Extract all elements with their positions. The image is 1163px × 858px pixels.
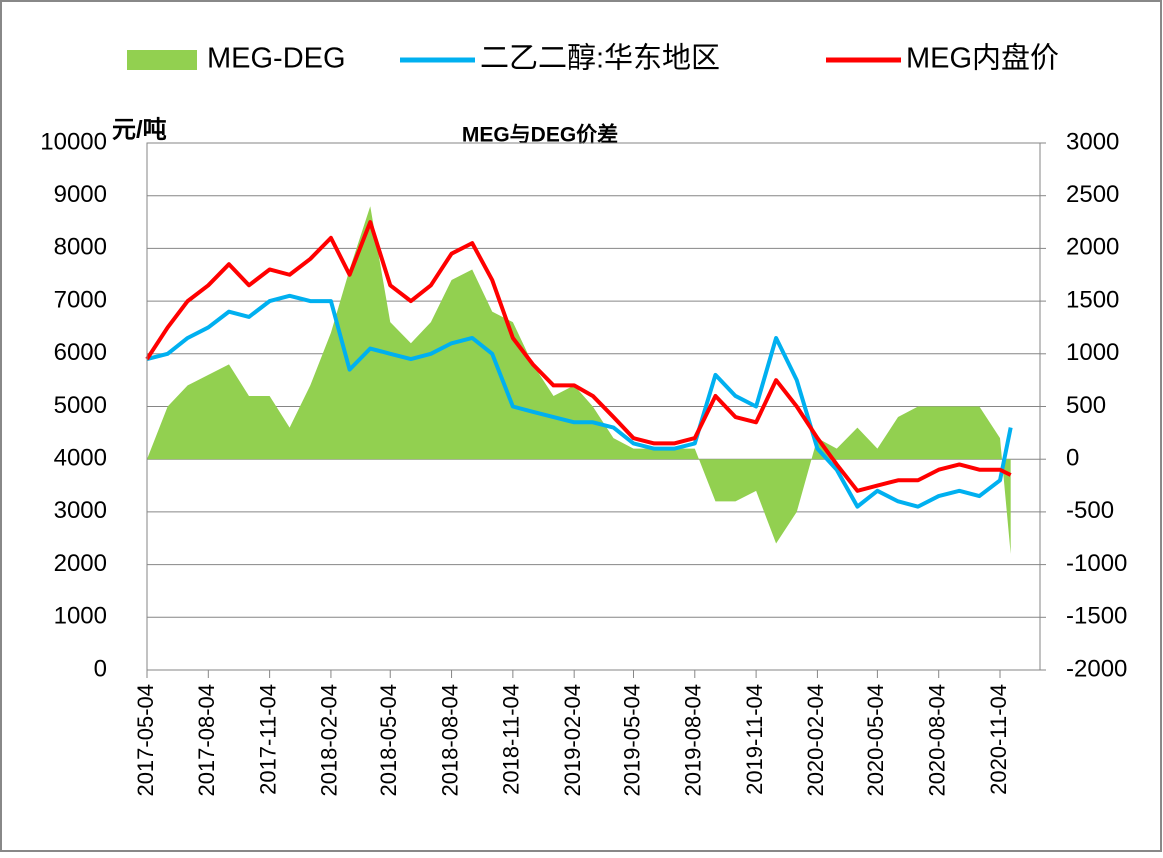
x-tick-label: 2020-02-04 xyxy=(803,684,828,797)
legend-label: MEG-DEG xyxy=(207,43,346,75)
x-tick-label: 2020-11-04 xyxy=(986,684,1011,795)
y2-tick-label: 2500 xyxy=(1066,181,1119,208)
y2-tick-label: -1000 xyxy=(1066,550,1127,577)
area xyxy=(147,206,1011,555)
legend-swatch xyxy=(127,50,197,70)
x-tick-label: 2017-08-04 xyxy=(194,684,219,797)
y-tick-label: 5000 xyxy=(54,392,107,419)
y-tick-label: 10000 xyxy=(40,128,107,155)
y2-tick-label: 3000 xyxy=(1066,128,1119,155)
y-tick-label: 9000 xyxy=(54,181,107,208)
line xyxy=(146,293,1013,509)
x-tick-label: 2019-08-04 xyxy=(681,684,706,797)
y-tick-label: 1000 xyxy=(54,603,107,630)
x-tick-label: 2020-05-04 xyxy=(863,684,888,797)
y2-tick-label: -500 xyxy=(1066,497,1114,524)
y-tick-label: 8000 xyxy=(54,234,107,261)
x-tick-label: 2018-05-04 xyxy=(376,684,401,797)
legend-label: 二乙二醇:华东地区 xyxy=(480,42,720,75)
y2-tick-label: -1500 xyxy=(1066,603,1127,630)
x-tick-label: 2018-11-04 xyxy=(499,684,524,795)
y-tick-label: 6000 xyxy=(54,339,107,366)
plot-border xyxy=(146,142,1041,671)
legend-label: MEG内盘价 xyxy=(906,42,1059,75)
y-tick-label: 4000 xyxy=(54,445,107,472)
y2-tick-label: 2000 xyxy=(1066,234,1119,261)
x-tick-label: 2018-08-04 xyxy=(437,684,462,797)
x-tick-label: 2019-11-04 xyxy=(742,684,767,795)
y2-tick-label: 500 xyxy=(1066,392,1106,419)
x-tick-label: 2019-02-04 xyxy=(560,684,585,797)
line xyxy=(145,220,1012,493)
y2-tick-label: -2000 xyxy=(1066,655,1127,682)
y-tick-label: 3000 xyxy=(54,497,107,524)
y2-tick-label: 1500 xyxy=(1066,286,1119,313)
y2-tick-label: 1000 xyxy=(1066,339,1119,366)
x-tick-label: 2020-08-04 xyxy=(925,684,950,797)
x-tick-label: 2017-11-04 xyxy=(255,684,280,795)
y-axis-label: 元/吨 xyxy=(112,116,167,143)
x-tick-label: 2019-05-04 xyxy=(619,684,644,797)
x-tick-label: 2017-05-04 xyxy=(133,684,158,797)
y-tick-label: 0 xyxy=(94,655,107,682)
y-tick-label: 7000 xyxy=(54,286,107,313)
y-tick-label: 2000 xyxy=(54,550,107,577)
y2-tick-label: 0 xyxy=(1066,445,1079,472)
x-tick-label: 2018-02-04 xyxy=(317,684,342,797)
